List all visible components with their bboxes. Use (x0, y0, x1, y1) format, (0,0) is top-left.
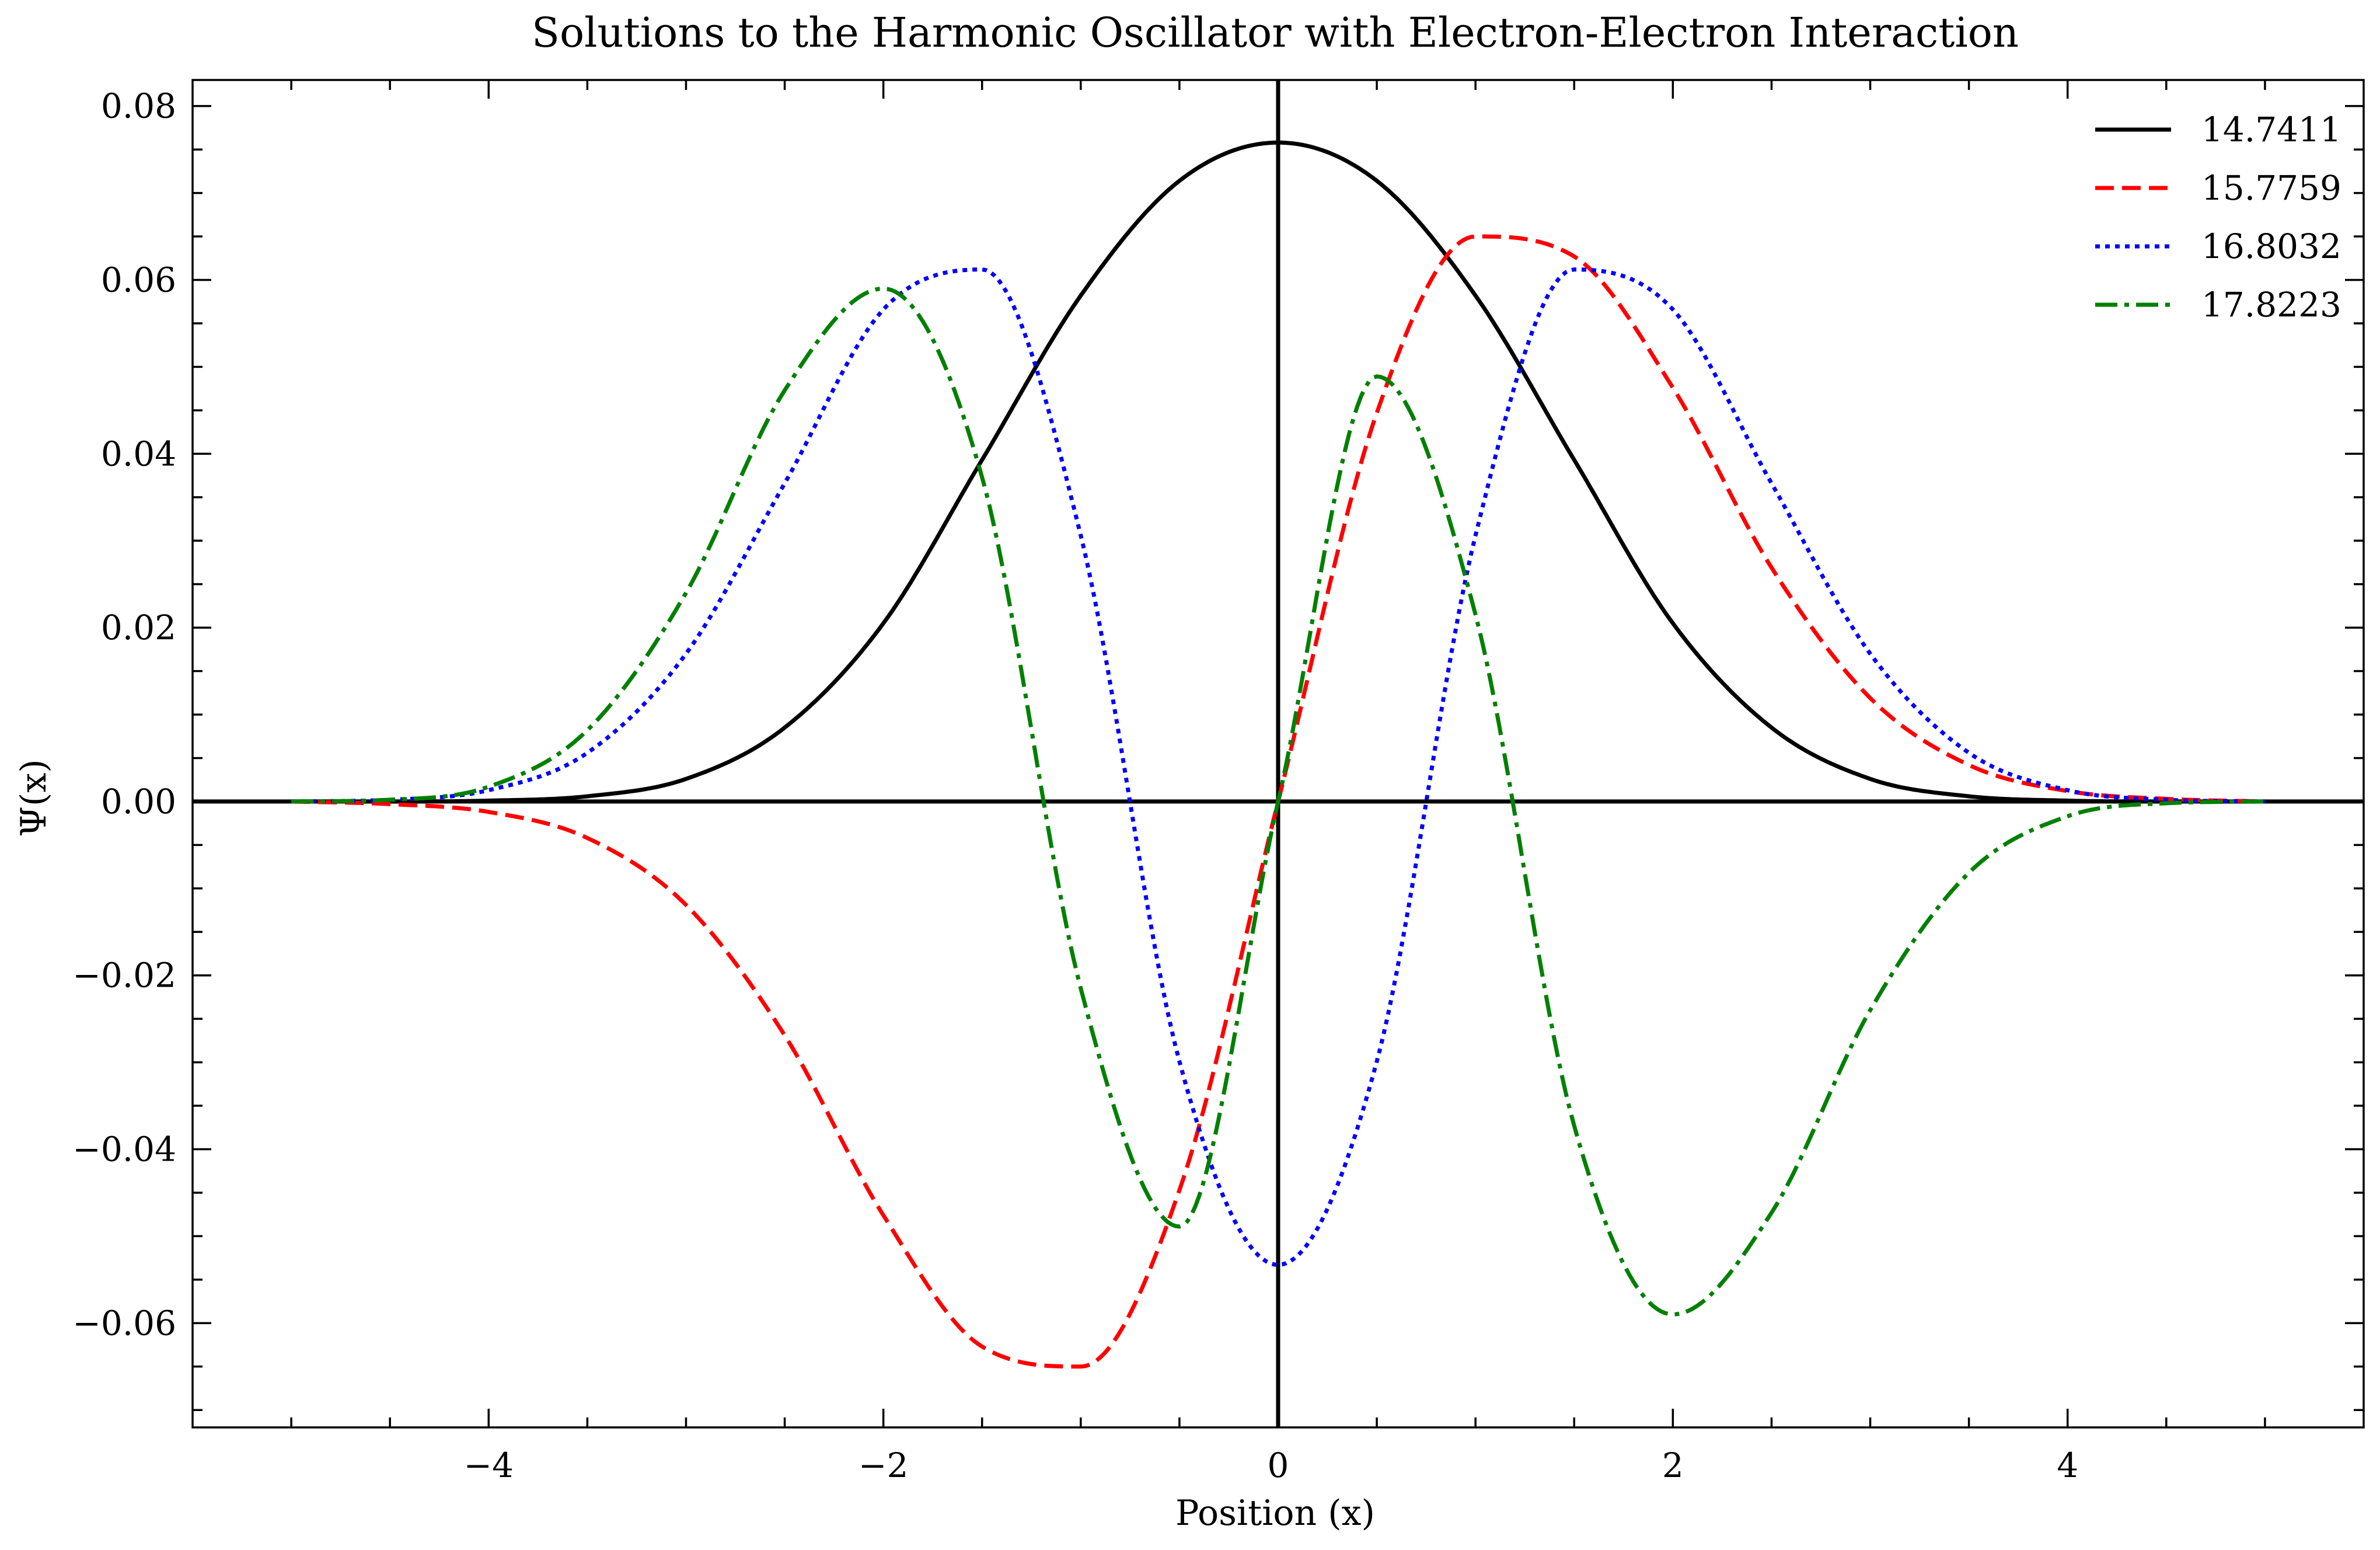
legend-label-2: 15.7759 (2201, 168, 2341, 208)
x-tick-label: 0 (1268, 1445, 1289, 1485)
series-line-3 (291, 267, 2265, 1267)
legend-label-4: 17.8223 (2201, 285, 2341, 325)
plot-area: −4 −2 0 2 4 −0.06 −0.04 −0.02 0.00 0.02 0.04 0.06 0.… (72, 79, 2365, 1485)
y-tick-label: 0.00 (101, 782, 176, 821)
y-tick-label: 0.08 (101, 86, 176, 126)
series-line-4 (291, 286, 2265, 1316)
x-tick-label: 4 (2057, 1445, 2078, 1485)
y-tick-label: −0.02 (72, 956, 176, 995)
x-tick-label: 2 (1662, 1445, 1684, 1485)
x-tick-label: −2 (859, 1445, 909, 1485)
legend: 14.7411 15.7759 16.8032 17.8223 (2095, 110, 2341, 325)
y-tick-label: 0.04 (101, 434, 176, 473)
chart-title: Solutions to the Harmonic Oscillator wit… (532, 9, 2019, 57)
series-line-1 (291, 140, 2265, 804)
x-axis-title: Position (x) (1175, 1493, 1375, 1534)
x-tick-label: −4 (464, 1445, 514, 1485)
y-tick-label: 0.06 (101, 260, 176, 299)
y-tick-label: 0.02 (101, 608, 176, 647)
y-tick-label: −0.06 (72, 1303, 176, 1343)
legend-label-1: 14.7411 (2201, 110, 2341, 149)
y-axis-title: Ψ(x) (13, 759, 54, 837)
y-tick-label: −0.04 (72, 1130, 176, 1169)
legend-label-3: 16.8032 (2201, 227, 2341, 266)
